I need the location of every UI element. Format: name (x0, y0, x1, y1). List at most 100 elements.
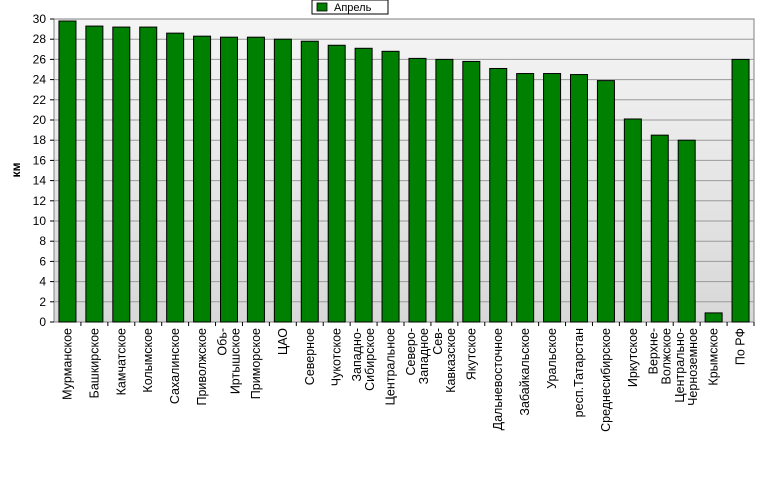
x-tick-label-line: Центральное (384, 328, 398, 405)
x-tick-label: Забайкальское (518, 328, 532, 416)
x-tick-label-line: Иртышское (229, 328, 243, 394)
x-tick-label-line: Кавказское (444, 328, 458, 393)
plot-area (53, 18, 755, 323)
x-tick-label-line: Сев- (431, 328, 445, 355)
x-axis-labels: Мурманское Башкирское Камчатское Колымское С… (60, 322, 755, 432)
bar (58, 20, 77, 323)
x-tick-label-line: Уральское (545, 328, 559, 389)
x-tick-label-line: Приморское (249, 328, 263, 399)
bar (139, 26, 158, 323)
x-tick-label: Камчатское (114, 328, 128, 395)
y-tick-label: 2 (39, 295, 46, 309)
bar (327, 44, 346, 323)
x-tick-label: Приволжское (195, 328, 209, 406)
x-tick-label: Башкирское (87, 328, 101, 398)
y-tick-label: 28 (33, 32, 47, 46)
bar (435, 58, 454, 323)
x-tick-label-line: Башкирское (87, 328, 101, 398)
y-tick-label: 18 (33, 133, 47, 147)
bar (570, 74, 588, 323)
bar (704, 312, 723, 323)
x-tick-label-line: респ.Татарстан (572, 328, 586, 417)
x-tick-label: Сев- Кавказское (431, 328, 458, 393)
x-tick-label: Якутское (464, 328, 478, 380)
x-tick-label: Обь- Иртышское (216, 328, 243, 394)
x-tick-label-line: Иркутское (626, 328, 640, 387)
bar (85, 25, 104, 323)
legend-label: Апрель (334, 2, 372, 14)
y-tick-label: 10 (33, 214, 47, 228)
x-tick-label: Крымское (707, 328, 721, 386)
bars (58, 20, 750, 323)
y-tick-label: 20 (33, 113, 47, 127)
x-tick-label-line: Забайкальское (518, 328, 532, 416)
x-tick-label-line: По РФ (734, 328, 748, 365)
y-tick-label: 8 (39, 234, 46, 248)
bar (543, 73, 562, 323)
x-tick-label: Северо- Западное (404, 328, 431, 384)
legend: Апрель (311, 0, 389, 15)
bar (650, 134, 669, 323)
x-tick-label-line: Центрально- (673, 328, 687, 403)
x-tick-label-line: Черноземное (686, 328, 700, 406)
x-tick-label: По РФ (734, 328, 748, 365)
x-tick-label-line: Приволжское (195, 328, 209, 406)
y-tick-label: 24 (33, 73, 47, 87)
x-tick-label: Иркутское (626, 328, 640, 387)
x-tick-label: Западно- Сибирское (350, 328, 377, 391)
bar (273, 38, 292, 323)
x-tick-label-line: Камчатское (114, 328, 128, 395)
x-tick-label-line: Волжское (659, 328, 673, 384)
x-tick-label-line: Сибирское (363, 328, 377, 391)
y-axis-title: км (9, 162, 23, 177)
x-tick-label-line: Среднесибирское (599, 328, 613, 432)
x-tick-label: Уральское (545, 328, 559, 389)
y-tick-label: 30 (33, 12, 47, 26)
x-tick-label-line: Крымское (707, 328, 721, 386)
x-tick-label-line: Сахалинское (168, 328, 182, 404)
x-tick-label: Колымское (141, 328, 155, 393)
y-tick-label: 4 (39, 275, 46, 289)
x-tick-label: Центральное (384, 328, 398, 405)
bar (731, 58, 750, 323)
bar (112, 26, 131, 323)
x-tick-label-line: Верхне- (646, 328, 660, 374)
bar (193, 35, 212, 323)
bar (516, 73, 535, 323)
bar (596, 80, 615, 323)
x-tick-label-line: Обь- (216, 328, 230, 356)
y-tick-label: 0 (39, 315, 46, 329)
x-tick-label: Северное (303, 328, 317, 385)
bar (354, 47, 373, 323)
x-tick-label: Чукотское (330, 328, 344, 386)
bar (462, 60, 481, 323)
x-tick-label-line: Западно- (350, 328, 364, 382)
x-tick-label: ЦАО (276, 328, 290, 355)
x-tick-label-line: Дальневосточное (491, 328, 505, 430)
x-tick-label-line: Чукотское (330, 328, 344, 386)
bar (300, 40, 319, 323)
y-tick-label: 12 (33, 194, 47, 208)
y-tick-label: 14 (33, 174, 47, 188)
x-tick-label: Верхне- Волжское (646, 328, 673, 384)
x-tick-label-line: Колымское (141, 328, 155, 393)
x-tick-label-line: Мурманское (60, 328, 74, 400)
bar (166, 32, 185, 323)
y-tick-label: 16 (33, 153, 47, 167)
legend-swatch (316, 2, 328, 12)
x-tick-label: Приморское (249, 328, 263, 399)
x-tick-label: респ.Татарстан (572, 328, 586, 417)
x-tick-label-line: Якутское (464, 328, 478, 380)
x-tick-label: Дальневосточное (491, 328, 505, 430)
x-tick-label: Сахалинское (168, 328, 182, 404)
legend-box (311, 0, 389, 15)
y-tick-label: 26 (33, 52, 47, 66)
bar (408, 57, 427, 323)
y-tick-label: 22 (33, 93, 47, 107)
bar (489, 67, 508, 323)
x-tick-label: Мурманское (60, 328, 74, 400)
y-tick-label: 6 (39, 254, 46, 268)
x-tick-label-line: ЦАО (276, 328, 290, 355)
